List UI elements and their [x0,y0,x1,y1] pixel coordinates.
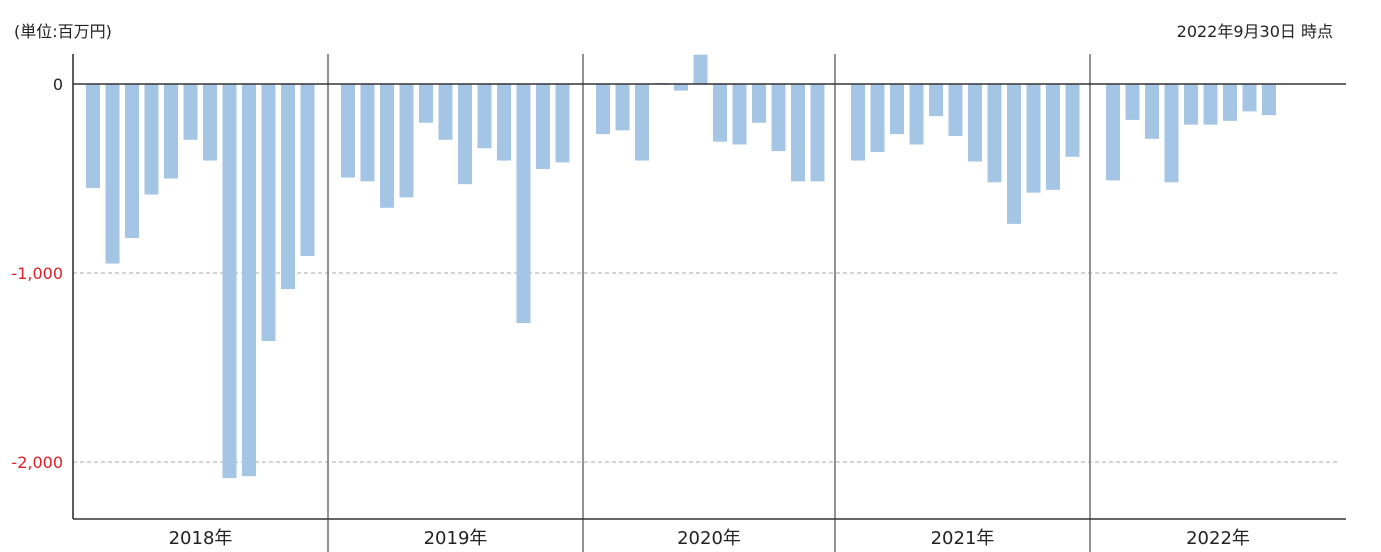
y-tick-label: 0 [53,75,63,94]
bar [1007,84,1021,224]
bar [870,84,885,153]
bar [596,84,610,135]
bar [771,84,786,152]
x-tick-label: 2022年 [1186,528,1250,549]
bar [791,84,805,182]
bar [1184,84,1198,125]
bar [987,84,1002,183]
bar [909,84,924,145]
bar [183,84,198,140]
bar [674,84,688,91]
bar [419,84,433,123]
bar [693,54,708,84]
bar [810,84,825,182]
x-tick-label: 2018年 [169,528,233,549]
bar [1262,84,1276,116]
y-tick-label: -2,000 [11,453,63,472]
x-tick-label: 2021年 [931,528,995,549]
bar [890,84,904,135]
bar [380,84,394,208]
x-tick-label: 2020年 [677,528,741,549]
bar [399,84,414,198]
bar [222,84,237,479]
bar [261,84,276,342]
bar [281,84,295,290]
y-tick-label: -1,000 [11,264,63,283]
bar [1026,84,1041,193]
bar [732,84,747,145]
bar [536,84,550,170]
bar [1145,84,1159,139]
bar [341,84,355,178]
bar [144,84,159,195]
bar [438,84,453,140]
bar [203,84,217,161]
bar [635,84,649,161]
bar [360,84,375,182]
bar [125,84,139,239]
bar [555,84,570,163]
bar [615,84,630,131]
bar [1223,84,1237,121]
bar [948,84,963,136]
bar [86,84,100,188]
bar [1164,84,1179,183]
bar [458,84,472,185]
bar [477,84,492,149]
bar [497,84,511,161]
as-of-date-label: 2022年9月30日 時点 [1176,22,1333,41]
bar [516,84,531,324]
bar [713,84,727,142]
bar [1203,84,1218,125]
bar [752,84,766,123]
unit-label: (単位:百万円) [14,22,112,41]
bar [851,84,865,161]
bar [1065,84,1080,157]
bar [1106,84,1120,181]
bar [300,84,315,256]
bar [242,84,256,477]
bar [105,84,120,264]
x-tick-label: 2019年 [424,528,488,549]
bar [1242,84,1257,112]
bar [1125,84,1140,120]
bar [929,84,943,117]
bar [968,84,982,162]
bar [164,84,178,179]
bar [1046,84,1060,190]
